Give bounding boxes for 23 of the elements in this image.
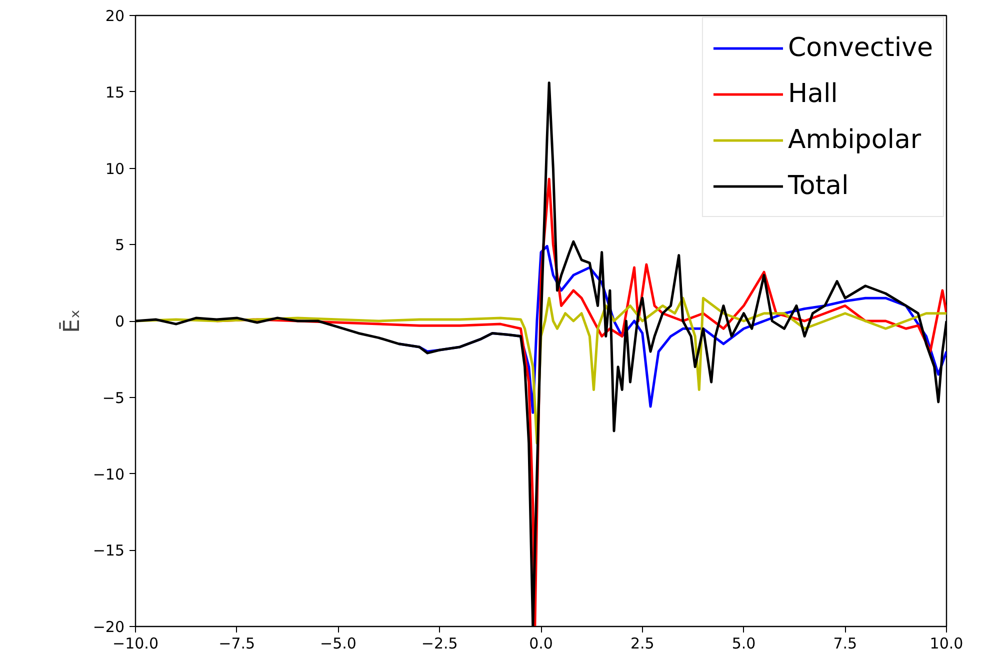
y-tick-label: −5 xyxy=(102,388,125,407)
y-axis-title: Ēₓ xyxy=(58,309,85,333)
x-tick-label: 10.0 xyxy=(930,634,964,652)
legend-label: Convective xyxy=(788,32,933,65)
legend-label: Total xyxy=(788,170,849,203)
y-tick-label: 15 xyxy=(105,83,125,102)
legend-label: Hall xyxy=(788,78,838,111)
x-tick-label: −2.5 xyxy=(421,634,458,652)
y-tick-label: −10 xyxy=(92,465,124,484)
x-tick-label: −7.5 xyxy=(218,634,256,652)
x-tick-label: 7.5 xyxy=(833,634,858,652)
x-tick-label: −10.0 xyxy=(112,634,158,652)
x-tick-label: 2.5 xyxy=(630,634,654,652)
legend-label: Ambipolar xyxy=(788,124,922,157)
y-tick-label: 20 xyxy=(105,7,125,25)
y-tick-label: 10 xyxy=(105,160,125,178)
x-tick-label: 0.0 xyxy=(529,634,553,652)
y-tick-label: 5 xyxy=(114,236,125,254)
x-tick-label: −5.0 xyxy=(320,634,356,652)
y-tick-label: 0 xyxy=(114,312,125,330)
y-tick-label: −20 xyxy=(92,618,124,636)
y-tick-label: −15 xyxy=(92,542,124,560)
x-tick-label: 5.0 xyxy=(732,634,756,652)
